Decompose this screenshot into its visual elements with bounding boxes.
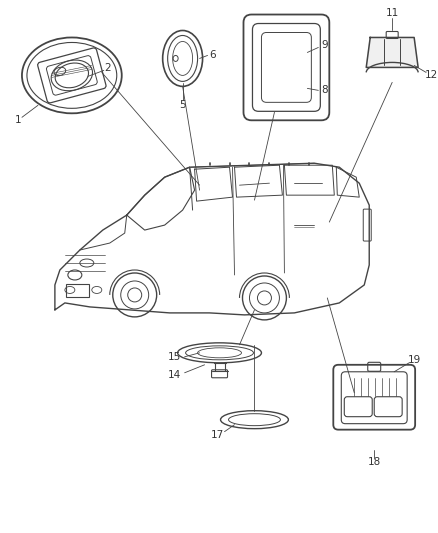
Polygon shape [366, 37, 418, 67]
Text: 14: 14 [168, 370, 181, 380]
Text: 17: 17 [211, 430, 224, 440]
Text: 15: 15 [168, 352, 181, 362]
Text: 12: 12 [424, 70, 438, 80]
Text: 18: 18 [367, 457, 381, 466]
Text: 11: 11 [385, 7, 399, 18]
Text: 2: 2 [105, 63, 111, 74]
Text: 5: 5 [179, 100, 186, 110]
Text: 9: 9 [321, 41, 328, 51]
Text: 8: 8 [321, 85, 328, 95]
Text: 6: 6 [209, 51, 216, 60]
Text: 19: 19 [407, 355, 421, 365]
Text: 1: 1 [14, 115, 21, 125]
